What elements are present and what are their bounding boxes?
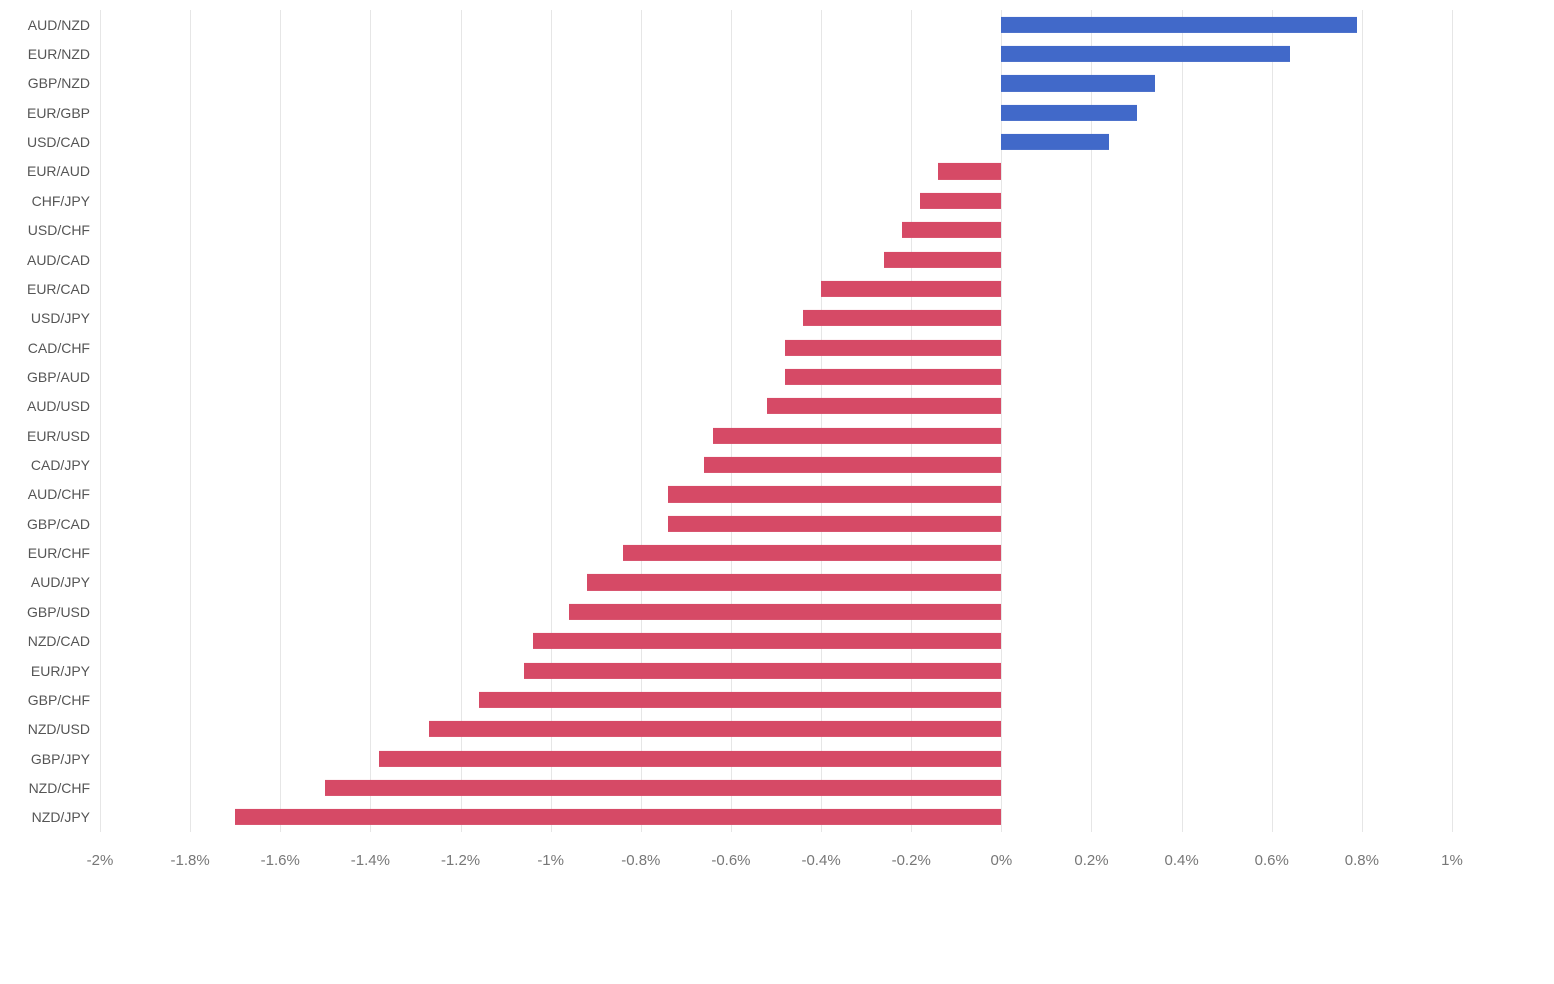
bar bbox=[920, 193, 1001, 209]
bar bbox=[569, 604, 1002, 620]
bar bbox=[902, 222, 1001, 238]
gridline bbox=[100, 10, 101, 832]
gridline bbox=[190, 10, 191, 832]
x-tick-label: -1.8% bbox=[171, 852, 210, 869]
bar bbox=[325, 780, 1001, 796]
bar bbox=[1001, 17, 1357, 33]
bar bbox=[1001, 134, 1109, 150]
gridline bbox=[911, 10, 912, 832]
x-tick-label: -1.2% bbox=[441, 852, 480, 869]
bar bbox=[533, 633, 1002, 649]
bar bbox=[938, 163, 1001, 179]
y-tick-label: CHF/JPY bbox=[32, 193, 90, 209]
y-tick-label: GBP/USD bbox=[27, 604, 90, 620]
x-tick-label: 0.6% bbox=[1255, 852, 1289, 869]
bar bbox=[821, 281, 1001, 297]
x-tick-label: -0.4% bbox=[801, 852, 840, 869]
y-tick-label: EUR/NZD bbox=[28, 46, 90, 62]
bar bbox=[429, 721, 1001, 737]
gridline bbox=[1182, 10, 1183, 832]
y-tick-label: EUR/AUD bbox=[27, 163, 90, 179]
plot-area bbox=[100, 10, 1452, 832]
gridline bbox=[731, 10, 732, 832]
y-tick-label: USD/CHF bbox=[28, 222, 90, 238]
y-tick-label: GBP/NZD bbox=[28, 75, 90, 91]
y-tick-label: AUD/CAD bbox=[27, 252, 90, 268]
bar bbox=[785, 369, 1001, 385]
y-tick-label: USD/CAD bbox=[27, 134, 90, 150]
gridline bbox=[1272, 10, 1273, 832]
y-tick-label: GBP/AUD bbox=[27, 369, 90, 385]
x-tick-label: -0.2% bbox=[892, 852, 931, 869]
bar bbox=[713, 428, 1001, 444]
y-tick-label: GBP/CHF bbox=[28, 692, 90, 708]
x-tick-label: -2% bbox=[87, 852, 114, 869]
bar bbox=[668, 516, 1001, 532]
y-tick-label: NZD/JPY bbox=[32, 809, 90, 825]
gridline bbox=[821, 10, 822, 832]
x-tick-label: 0.8% bbox=[1345, 852, 1379, 869]
bar bbox=[1001, 75, 1154, 91]
fx-diverging-bar-chart: -2% -1.8% -1.6% -1.4% -1.2% -1% -0.8% -0.6% -0.4… bbox=[0, 0, 1554, 984]
y-tick-label: AUD/USD bbox=[27, 398, 90, 414]
bar bbox=[623, 545, 1002, 561]
bar bbox=[1001, 105, 1136, 121]
gridline bbox=[1452, 10, 1453, 832]
x-tick-label: 1% bbox=[1441, 852, 1463, 869]
x-tick-label: -0.6% bbox=[711, 852, 750, 869]
y-tick-label: EUR/CHF bbox=[28, 545, 90, 561]
bar bbox=[704, 457, 1001, 473]
y-tick-label: GBP/JPY bbox=[31, 751, 90, 767]
y-tick-label: CAD/JPY bbox=[31, 457, 90, 473]
y-tick-label: EUR/USD bbox=[27, 428, 90, 444]
bar bbox=[587, 574, 1002, 590]
x-tick-label: -1% bbox=[537, 852, 564, 869]
y-tick-label: AUD/JPY bbox=[31, 574, 90, 590]
y-tick-label: AUD/CHF bbox=[28, 486, 90, 502]
gridline bbox=[280, 10, 281, 832]
gridline bbox=[370, 10, 371, 832]
y-tick-label: USD/JPY bbox=[31, 310, 90, 326]
y-tick-label: AUD/NZD bbox=[28, 17, 90, 33]
gridline bbox=[1362, 10, 1363, 832]
y-tick-label: EUR/JPY bbox=[31, 663, 90, 679]
x-tick-label: 0% bbox=[990, 852, 1012, 869]
x-tick-label: -0.8% bbox=[621, 852, 660, 869]
x-tick-label: 0.4% bbox=[1164, 852, 1198, 869]
bar bbox=[1001, 46, 1289, 62]
gridline bbox=[551, 10, 552, 832]
y-tick-label: EUR/CAD bbox=[27, 281, 90, 297]
x-tick-label: -1.4% bbox=[351, 852, 390, 869]
y-tick-label: NZD/CHF bbox=[29, 780, 90, 796]
y-tick-label: NZD/CAD bbox=[28, 633, 90, 649]
x-tick-label: 0.2% bbox=[1074, 852, 1108, 869]
bar bbox=[479, 692, 1002, 708]
bar bbox=[235, 809, 1001, 825]
bar bbox=[668, 486, 1001, 502]
x-tick-label: -1.6% bbox=[261, 852, 300, 869]
y-tick-label: GBP/CAD bbox=[27, 516, 90, 532]
gridline bbox=[461, 10, 462, 832]
y-tick-label: EUR/GBP bbox=[27, 105, 90, 121]
y-tick-label: CAD/CHF bbox=[28, 340, 90, 356]
bar bbox=[803, 310, 1001, 326]
bar bbox=[785, 340, 1001, 356]
bar bbox=[884, 251, 1001, 267]
bar bbox=[524, 662, 1002, 678]
gridline bbox=[641, 10, 642, 832]
bar bbox=[767, 398, 1001, 414]
y-tick-label: NZD/USD bbox=[28, 721, 90, 737]
bar bbox=[379, 751, 1001, 767]
